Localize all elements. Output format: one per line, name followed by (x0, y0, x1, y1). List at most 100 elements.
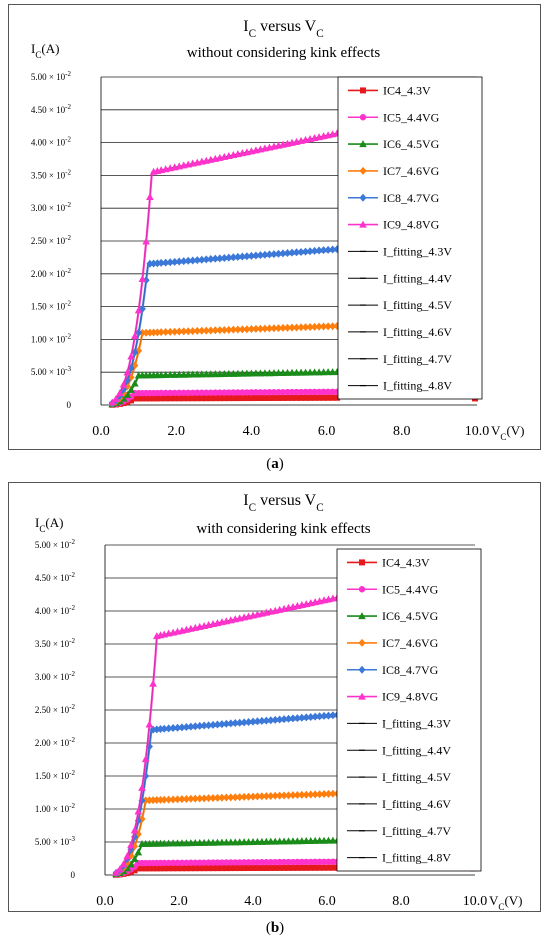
data-point (271, 791, 279, 800)
data-point (130, 826, 139, 834)
data-point (189, 256, 197, 265)
data-point (289, 864, 296, 871)
data-point (293, 394, 300, 401)
x-tick-label: 0.0 (92, 424, 110, 439)
data-point (254, 859, 261, 866)
x-tick-label: 6.0 (318, 424, 336, 439)
data-point (324, 245, 332, 254)
data-point (238, 252, 246, 261)
data-point (324, 388, 332, 396)
data-point (316, 858, 323, 866)
data-point (189, 327, 197, 336)
data-point (248, 389, 255, 396)
data-point (227, 865, 234, 872)
fitting-line (111, 132, 338, 403)
data-point (293, 323, 301, 332)
data-point (320, 246, 328, 255)
legend-item: IC7_4.6VG (348, 164, 440, 178)
data-point (294, 864, 301, 871)
data-point (198, 395, 205, 402)
data-point (127, 841, 135, 849)
data-point (131, 395, 138, 402)
data-point (145, 720, 154, 728)
data-point (234, 252, 242, 261)
data-point (281, 864, 288, 871)
data-point (218, 859, 226, 866)
data-point (267, 791, 275, 800)
data-point (135, 328, 143, 337)
data-point (284, 394, 291, 401)
data-point (298, 713, 306, 722)
data-point (205, 721, 213, 730)
data-point (249, 717, 257, 726)
legend-marker (359, 220, 367, 228)
data-point (325, 858, 332, 865)
legend-marker (359, 114, 367, 121)
series-IC5_4.4VG (112, 858, 477, 878)
data-point (225, 395, 232, 402)
y-tick-label: 1.00 × 10-2 (35, 802, 76, 814)
data-point (127, 385, 135, 393)
data-point (243, 395, 250, 402)
x-tick-label: 0.0 (96, 894, 114, 909)
data-point (298, 858, 306, 866)
legend-box (337, 76, 483, 400)
data-point (127, 352, 135, 360)
data-point (285, 864, 292, 871)
data-point (249, 792, 257, 801)
data-point (123, 368, 132, 376)
data-point (258, 864, 265, 871)
legend-label: IC8_4.7VG (383, 191, 440, 205)
data-point (216, 389, 224, 396)
data-point (293, 791, 301, 800)
data-point (231, 719, 239, 728)
x-tick-label: 8.0 (392, 894, 410, 909)
data-point (240, 718, 248, 727)
data-point (311, 858, 319, 866)
data-point (243, 325, 251, 334)
data-point (307, 858, 314, 866)
data-point (302, 388, 309, 396)
data-point (276, 791, 284, 800)
data-point (324, 711, 332, 720)
x-tick-label: 2.0 (167, 424, 185, 439)
legend-item: IC4_4.3V (348, 83, 431, 97)
y-tick-label: 2.00 × 10-2 (31, 267, 72, 279)
data-point (239, 389, 246, 396)
data-point (171, 389, 178, 397)
data-point (245, 859, 252, 866)
data-point (253, 717, 261, 726)
y-tick-label: 5.00 × 10-3 (35, 835, 76, 847)
data-point (316, 712, 324, 721)
data-point (320, 388, 327, 396)
data-point (288, 388, 296, 396)
data-point (167, 395, 174, 402)
data-point (266, 389, 273, 396)
data-point (207, 389, 214, 396)
data-point (222, 793, 230, 802)
data-point (302, 790, 310, 799)
legend-item: IC5_4.4VG (348, 110, 440, 124)
data-point (150, 865, 157, 872)
data-point (153, 259, 161, 268)
data-point (230, 389, 237, 396)
data-point (306, 322, 314, 331)
data-point (128, 397, 135, 404)
y-tick-label: 5.00 × 10-2 (35, 538, 76, 550)
data-point (135, 865, 142, 872)
legend-label: I_fitting_4.3V (382, 716, 451, 730)
data-point (267, 864, 274, 871)
caption-b: (b) (265, 920, 285, 936)
data-point (187, 722, 195, 731)
y-tick-label: 1.50 × 10-2 (35, 769, 76, 781)
data-point (192, 859, 199, 866)
data-point (174, 865, 181, 872)
data-point (160, 795, 168, 804)
data-point (196, 859, 203, 866)
data-point (258, 716, 266, 725)
data-point (311, 246, 319, 255)
data-point (257, 395, 264, 402)
y-tick-label: 0 (71, 870, 76, 880)
data-point (252, 251, 260, 260)
data-point (189, 389, 196, 396)
